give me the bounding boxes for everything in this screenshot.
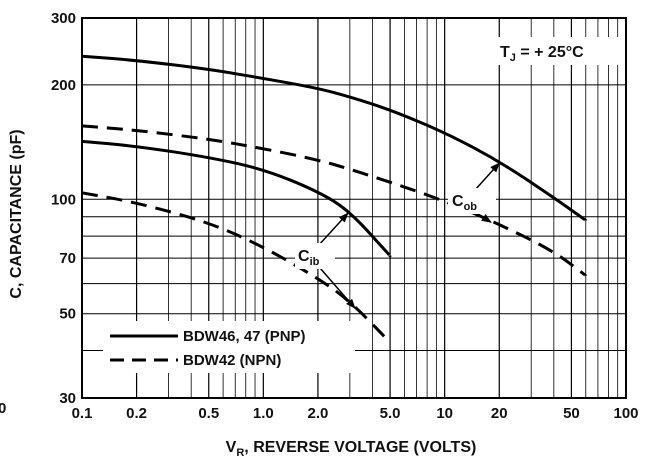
x-axis-label-rest: , REVERSE VOLTAGE (VOLTS) <box>244 439 476 456</box>
tj-annotation-box <box>497 37 619 65</box>
y-tick-label: 300 <box>51 10 76 27</box>
stray-zero-label: 0 <box>0 400 6 417</box>
cib-label: Cib <box>298 248 320 268</box>
y-tick-label: 100 <box>51 191 76 208</box>
cob-arrow-solid <box>474 162 500 191</box>
x-tick-label: 0.2 <box>126 405 147 422</box>
x-tick-label: 100 <box>613 405 638 422</box>
x-tick-label: 0.5 <box>198 405 219 422</box>
x-tick-label: 50 <box>563 405 580 422</box>
cib-label-box <box>295 243 335 269</box>
x-axis-label-main: V <box>226 439 237 456</box>
cob-label: Cob <box>452 193 477 213</box>
plot-frame <box>81 17 627 399</box>
x-tick-label: 1.0 <box>253 405 274 422</box>
tj-sub: J <box>510 52 516 64</box>
x-axis-label-sub: R <box>236 447 244 459</box>
x-tick-label: 10 <box>436 405 453 422</box>
grid <box>82 18 626 398</box>
y-tick-label: 50 <box>59 306 76 323</box>
tj-main: T <box>500 44 510 61</box>
x-tick-label: 20 <box>491 405 508 422</box>
series-line-1 <box>81 54 588 222</box>
annotation-arrows <box>317 162 500 309</box>
cob-sub: ob <box>464 201 478 213</box>
x-tick-label: 2.0 <box>307 405 328 422</box>
cob-label-box <box>448 188 496 214</box>
tj-annotation: TJ = + 25°C <box>500 44 584 64</box>
y-tick-label: 70 <box>59 250 76 267</box>
series-line-2 <box>81 124 587 277</box>
legend-dashed-label: BDW42 (NPN) <box>183 352 281 369</box>
x-tick-label: 5.0 <box>380 405 401 422</box>
series-group <box>81 54 588 344</box>
x-tick-labels: 0.1 0.2 0.5 1.0 2.0 5.0 10 20 50 100 <box>72 405 639 422</box>
y-axis-label: C, CAPACITANCE (pF) <box>8 129 25 298</box>
cib-arrow-solid <box>317 212 349 247</box>
cib-arrow-dashed <box>319 267 356 309</box>
cob-main: C <box>452 193 464 210</box>
x-tick-label: 0.1 <box>72 405 93 422</box>
x-axis-label: VR, REVERSE VOLTAGE (VOLTS) <box>226 439 477 459</box>
y-tick-label: 200 <box>51 77 76 94</box>
cib-sub: ib <box>310 256 320 268</box>
legend: BDW46, 47 (PNP) BDW42 (NPN) <box>103 321 355 373</box>
cib-main: C <box>298 248 310 265</box>
legend-box <box>103 321 355 373</box>
y-tick-label: 30 <box>59 390 76 407</box>
cob-arrow-dashed <box>477 213 492 223</box>
y-tick-labels: 30 50 70 100 200 300 <box>51 10 76 407</box>
series-line-3 <box>81 139 392 258</box>
tj-rest: = + 25°C <box>516 44 584 61</box>
legend-solid-label: BDW46, 47 (PNP) <box>183 328 306 345</box>
series-line-4 <box>81 191 392 344</box>
